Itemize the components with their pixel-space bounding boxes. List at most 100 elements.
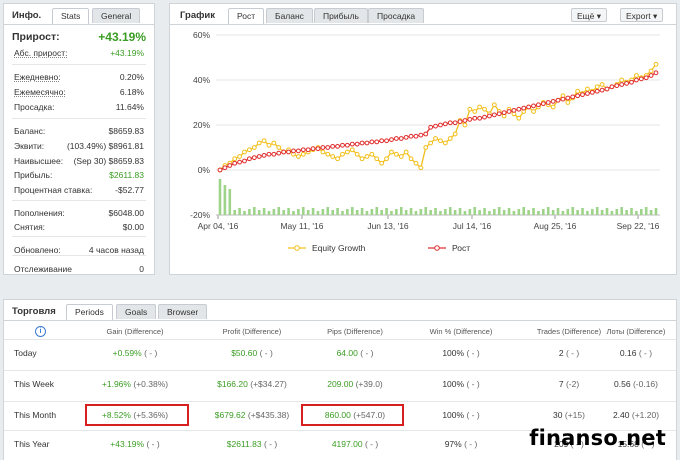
stat-label: Баланс:	[14, 126, 46, 136]
column-header[interactable]: Trades (Difference)	[536, 327, 602, 336]
column-header[interactable]: Profit (Difference)	[222, 327, 282, 336]
stat-label: Отслеживание	[14, 264, 73, 274]
tab-balance[interactable]: Баланс	[266, 8, 313, 23]
column-header[interactable]: Gain (Difference)	[106, 327, 164, 336]
tab-growth[interactable]: Рост	[228, 8, 265, 24]
graph-panel: График Рост Баланс Прибыль Просадка Ещё …	[169, 3, 677, 275]
volume-bar	[404, 210, 408, 215]
volume-bar	[630, 208, 633, 215]
growth-point	[325, 145, 331, 150]
equity-growth-point	[428, 140, 434, 146]
volume-bar	[257, 210, 261, 215]
volume-bar	[321, 209, 325, 215]
info-circle-icon[interactable]: i	[35, 326, 46, 337]
export-button[interactable]: Export ▾	[620, 8, 664, 22]
tab-profit[interactable]: Прибыль	[314, 8, 368, 23]
growth-point	[604, 86, 610, 92]
stat-label: Просадка:	[14, 102, 55, 112]
growth-point	[477, 115, 483, 121]
stats-divider	[12, 200, 146, 201]
stat-row: Отслеживание 0	[14, 262, 144, 276]
growth-point	[349, 141, 355, 147]
volume-bar	[326, 207, 330, 215]
volume-bar	[272, 209, 276, 215]
cell-value: 100%	[442, 348, 465, 358]
info-panel: Инфо. Stats General Прирост: +43.19% Абс…	[3, 3, 155, 275]
growth-point	[359, 140, 365, 146]
table-cell: 209 ( - )	[509, 439, 629, 449]
stat-label: Обновлено:	[14, 245, 61, 255]
tab-periods[interactable]: Periods	[66, 304, 113, 320]
equity-growth-point	[423, 145, 429, 150]
volume-bar	[581, 208, 584, 215]
growth-point	[526, 104, 532, 110]
cell-value: 4197.00	[331, 439, 363, 449]
growth-point	[344, 142, 350, 148]
growth-point	[560, 96, 566, 102]
equity-growth-point	[335, 156, 340, 162]
column-header[interactable]: Pips (Difference)	[327, 327, 383, 336]
tab-drawdown[interactable]: Просадка	[368, 8, 425, 23]
growth-point	[276, 150, 282, 156]
volume-bar	[654, 208, 658, 215]
cell-difference: ( - )	[570, 439, 584, 449]
volume-bar	[336, 208, 339, 215]
cell-value: 2	[558, 348, 564, 358]
trading-title: Торговля	[12, 306, 56, 317]
equity-growth-point	[619, 77, 625, 83]
equity-growth-point	[467, 106, 473, 112]
more-button[interactable]: Ещё ▾	[571, 8, 608, 22]
table-cell: 100% ( - )	[401, 379, 521, 389]
volume-bar	[586, 211, 589, 215]
growth-point	[413, 133, 419, 139]
legend-swatch-point	[294, 245, 300, 251]
growth-point	[565, 95, 571, 101]
tab-general[interactable]: General	[92, 8, 141, 23]
growth-point	[496, 111, 502, 117]
equity-growth-point	[599, 82, 605, 87]
equity-growth-point	[242, 149, 247, 155]
growth-point	[237, 159, 242, 165]
column-header[interactable]: Win % (Difference)	[429, 327, 493, 336]
volume-bar	[571, 207, 575, 215]
volume-bar	[228, 189, 232, 215]
equity-growth-point	[251, 145, 257, 150]
growth-point	[433, 123, 438, 129]
info-title: Инфо.	[12, 10, 42, 21]
table-cell: 100% ( - )	[401, 410, 521, 420]
growth-point	[227, 163, 233, 168]
volume-bar	[507, 208, 511, 215]
growth-label: Прирост:	[12, 31, 60, 43]
more-label: Ещё	[577, 11, 595, 21]
volume-bar	[483, 208, 486, 215]
export-label: Export	[626, 11, 651, 21]
stat-row: Эквити: (103.49%) $8961.81	[14, 139, 144, 153]
cell-value: 209	[554, 439, 569, 449]
equity-growth-point	[340, 151, 345, 157]
growth-point	[291, 148, 296, 154]
row-label: Today	[14, 348, 37, 358]
growth-point	[295, 148, 301, 154]
column-header[interactable]: Лоты (Difference)	[606, 327, 666, 336]
growth-point	[217, 167, 223, 173]
equity-growth-point	[261, 138, 267, 144]
cell-value: +0.59%	[112, 348, 142, 358]
tab-goals[interactable]: Goals	[116, 304, 157, 319]
equity-growth-point	[477, 104, 483, 110]
tab-browser[interactable]: Browser	[158, 304, 208, 319]
info-header-divider	[4, 24, 154, 25]
table-row: Today +0.59% ( - ) $50.60 ( - ) 64.00 ( - )…	[4, 339, 676, 368]
equity-growth-point	[389, 149, 394, 155]
tab-stats[interactable]: Stats	[52, 8, 90, 24]
equity-growth-point	[271, 140, 277, 146]
x-tick-label: Jul 14, '16	[453, 221, 492, 231]
x-tick-label: May 11, '16	[280, 221, 323, 231]
volume-bar	[311, 208, 315, 215]
growth-point	[242, 158, 247, 164]
volume-bar	[448, 207, 452, 215]
stat-row: Прибыль: $2611.83	[14, 168, 144, 182]
growth-point	[379, 138, 385, 144]
equity-growth-point	[266, 142, 272, 148]
volume-bar	[458, 208, 462, 215]
equity-growth-point	[408, 156, 414, 162]
